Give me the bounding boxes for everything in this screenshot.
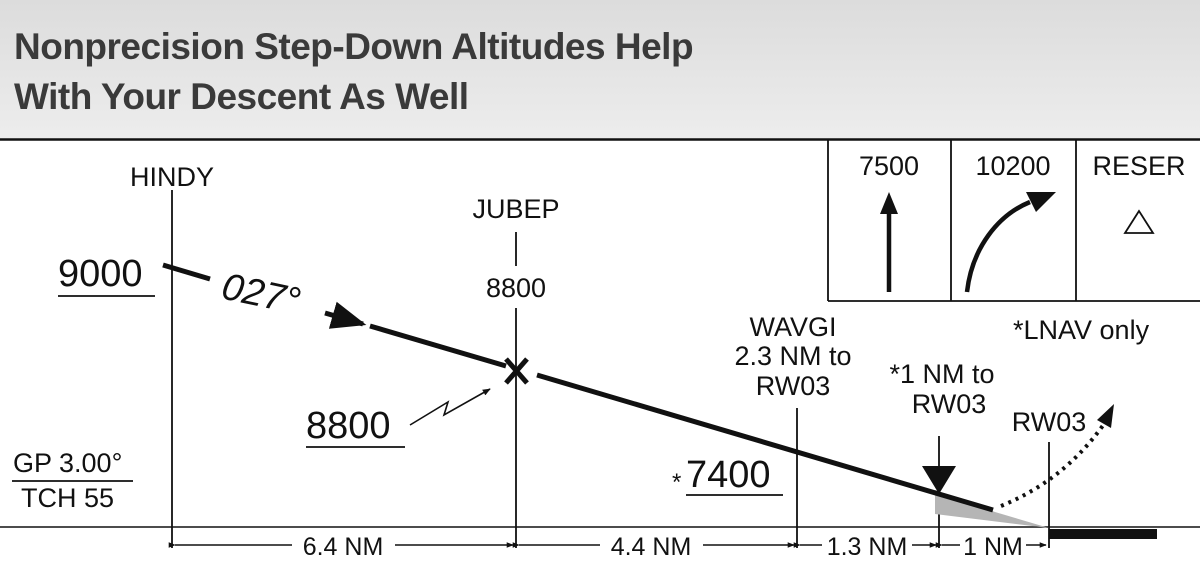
- missed-approach-box: 7500 10200 RESER: [827, 140, 1200, 302]
- wavgi-distance-label: 2.3 NM to: [734, 341, 851, 371]
- mda-asterisk: *: [672, 469, 681, 496]
- missed-turn-altitude: 10200: [975, 151, 1050, 181]
- initial-altitude: 9000: [58, 253, 143, 295]
- visual-descent-cone: [935, 490, 1049, 528]
- wavgi-runway-label: RW03: [756, 371, 831, 401]
- title-line-1: Nonprecision Step-Down Altitudes Help: [14, 26, 694, 67]
- course-direction-arrow-icon: [324, 301, 367, 329]
- climbing-right-turn-arrow-icon: [1026, 192, 1056, 212]
- straight-climb-arrow-icon: [880, 192, 898, 214]
- figure-title: Nonprecision Step-Down Altitudes Help Wi…: [14, 22, 694, 122]
- profile-frame: [0, 138, 1200, 562]
- one-nm-fix-label: *1 NM to: [889, 359, 994, 389]
- threshold-crossing-height: TCH 55: [21, 483, 114, 513]
- missed-approach-arrow-icon: [1097, 404, 1114, 428]
- missed-climb-altitude: 7500: [859, 151, 919, 181]
- one-nm-runway-label: RW03: [912, 389, 987, 419]
- glidepath-angle: GP 3.00°: [13, 448, 122, 478]
- distance-jubep-wavgi: 4.4 NM: [611, 533, 692, 561]
- distance-scale: 6.4 NM 4.4 NM 1.3 NM 1 NM: [168, 533, 1047, 561]
- title-line-2: With Your Descent As Well: [14, 76, 469, 117]
- wavgi-label: WAVGI: [750, 312, 837, 342]
- missed-holding-fix: RESER: [1092, 151, 1185, 181]
- minimum-descent-altitude: 7400: [686, 454, 771, 496]
- lightning-leader-arrow-icon: [409, 388, 491, 426]
- distance-wavgi-vdp: 1.3 NM: [827, 533, 908, 561]
- jubep-crossing-altitude: 8800: [306, 405, 391, 447]
- jubep-label: JUBEP: [472, 194, 559, 224]
- descent-profile-path: [162, 262, 1157, 539]
- reporting-point-triangle-icon: [1123, 209, 1155, 234]
- lnav-only-note: *LNAV only: [1013, 315, 1150, 345]
- runway-label: RW03: [1012, 407, 1087, 437]
- visual-descent-point-icon: [922, 466, 956, 494]
- jubep-altitude-label: 8800: [486, 273, 546, 303]
- distance-vdp-runway: 1 NM: [963, 533, 1023, 561]
- distance-hindy-jubep: 6.4 NM: [303, 533, 384, 561]
- hindy-label: HINDY: [130, 162, 214, 192]
- final-approach-fix-cross-icon: [504, 357, 529, 385]
